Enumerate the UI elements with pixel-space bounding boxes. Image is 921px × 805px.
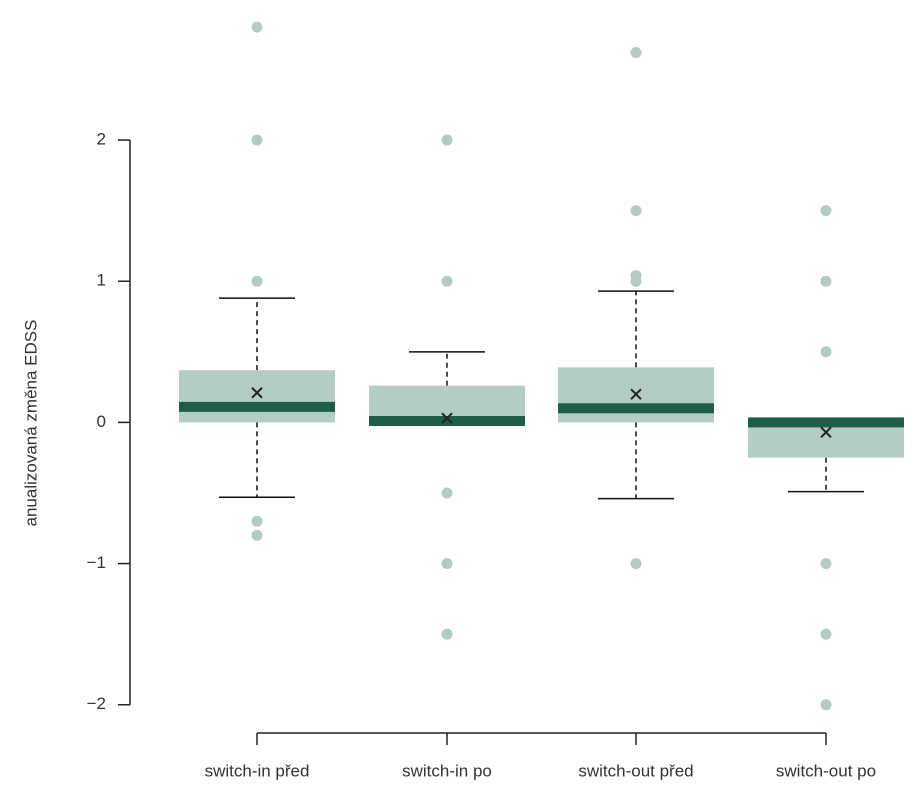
y-tick-label: 0 <box>97 412 106 431</box>
box <box>179 370 335 423</box>
outlier <box>441 275 453 287</box>
outlier <box>820 346 832 358</box>
outlier <box>251 134 263 146</box>
outlier <box>820 628 832 640</box>
y-tick-label: −2 <box>87 694 106 713</box>
mean-marker <box>820 426 832 439</box>
outlier <box>630 47 642 59</box>
outlier <box>441 558 453 570</box>
outlier <box>820 205 832 217</box>
median <box>179 401 335 412</box>
outlier <box>630 275 642 287</box>
outlier <box>441 487 453 499</box>
outlier <box>441 628 453 640</box>
outlier <box>820 558 832 570</box>
median <box>558 403 714 414</box>
median <box>748 417 904 428</box>
y-tick-label: 1 <box>97 271 106 290</box>
outlier <box>820 699 832 711</box>
outlier <box>251 529 263 541</box>
mean-marker <box>251 387 263 399</box>
outlier <box>630 205 642 217</box>
x-tick-label: switch-in po <box>402 761 492 780</box>
y-tick-label: 2 <box>97 130 106 149</box>
x-tick-label: switch-out před <box>578 761 693 780</box>
x-tick-label: switch-out po <box>776 761 876 780</box>
mean-marker <box>441 412 453 424</box>
outlier <box>251 275 263 287</box>
outlier <box>251 21 263 33</box>
y-axis-label: anualizovaná změna EDSS <box>21 320 40 527</box>
outlier <box>441 134 453 146</box>
mean-marker <box>630 388 642 400</box>
y-tick-label: −1 <box>87 553 106 572</box>
x-tick-label: switch-in před <box>205 761 310 780</box>
outlier <box>630 558 642 570</box>
median <box>369 416 525 426</box>
outlier <box>820 275 832 287</box>
outlier <box>251 515 263 527</box>
